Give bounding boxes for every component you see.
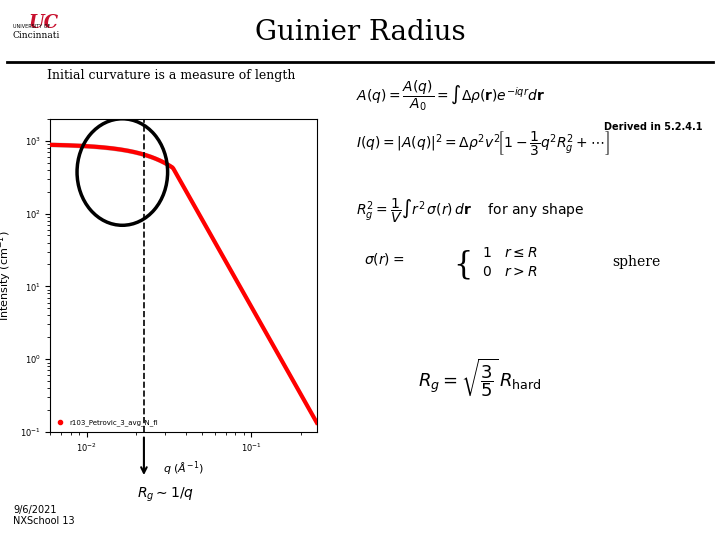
X-axis label: $q$ ($\AA^{-1}$): $q$ ($\AA^{-1}$) — [163, 460, 204, 478]
Text: Cincinnati: Cincinnati — [13, 31, 60, 40]
Legend: r103_Petrovic_3_avg_N_fl: r103_Petrovic_3_avg_N_fl — [54, 416, 161, 429]
Text: Guinier Radius: Guinier Radius — [255, 19, 465, 46]
Text: {: { — [454, 249, 473, 280]
Text: $I(q) = |A(q)|^2 = \Delta\rho^2 v^2\!\left[1 - \dfrac{1}{3}q^2 R_g^2 + \cdots\ri: $I(q) = |A(q)|^2 = \Delta\rho^2 v^2\!\le… — [356, 130, 610, 158]
Text: $1\quad r \leq R$: $1\quad r \leq R$ — [482, 246, 538, 260]
Y-axis label: Intensity (cm$^{-1}$): Intensity (cm$^{-1}$) — [0, 230, 14, 321]
Text: UC: UC — [28, 14, 58, 31]
Text: Initial curvature is a measure of length: Initial curvature is a measure of length — [47, 69, 295, 82]
Text: $0\quad r > R$: $0\quad r > R$ — [482, 265, 538, 279]
Text: $\sigma(r) =$: $\sigma(r) =$ — [364, 251, 404, 267]
Text: Derived in 5.2.4.1: Derived in 5.2.4.1 — [603, 122, 702, 132]
Text: UNIVERSITY OF: UNIVERSITY OF — [13, 24, 50, 29]
Text: sphere: sphere — [612, 255, 660, 269]
Text: 9/6/2021
NXSchool 13: 9/6/2021 NXSchool 13 — [13, 505, 75, 526]
Text: $R_g^2 = \dfrac{1}{V}\int r^2\,\sigma(r)\,d\mathbf{r}$    for any shape: $R_g^2 = \dfrac{1}{V}\int r^2\,\sigma(r)… — [356, 197, 585, 225]
Text: $R_g \sim 1/q$: $R_g \sim 1/q$ — [137, 486, 194, 504]
Text: $A(q) = \dfrac{A(q)}{A_0} = \int \Delta\rho(\mathbf{r})e^{-iqr}d\mathbf{r}$: $A(q) = \dfrac{A(q)}{A_0} = \int \Delta\… — [356, 78, 546, 113]
Text: $R_g = \sqrt{\dfrac{3}{5}}\,R_\mathrm{hard}$: $R_g = \sqrt{\dfrac{3}{5}}\,R_\mathrm{ha… — [418, 356, 541, 399]
